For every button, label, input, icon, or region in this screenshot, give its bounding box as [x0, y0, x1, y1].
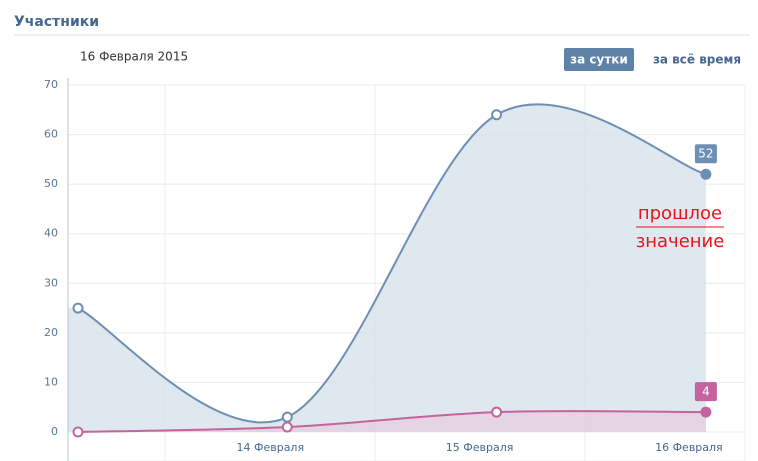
point: [281, 421, 293, 433]
y-tick-label: 10: [44, 375, 58, 388]
y-tick-label: 20: [44, 326, 58, 339]
value-badge: [694, 382, 717, 402]
line: [77, 103, 707, 424]
x-tick-label: 16 Февраля: [655, 441, 723, 454]
value-label: 4: [702, 385, 710, 399]
value-badge: [694, 144, 717, 164]
y-tick-label: 0: [51, 425, 58, 438]
point: [700, 168, 712, 180]
point: [700, 406, 712, 418]
x-tick-label: 15 Февраля: [446, 441, 514, 454]
y-tick-label: 40: [44, 227, 58, 240]
area: [68, 104, 706, 433]
x-tick-label: 14 Февраля: [237, 441, 305, 454]
y-tick-label: 60: [44, 128, 58, 141]
point: [72, 426, 84, 438]
point: [491, 406, 503, 418]
section-title: Участники: [14, 14, 99, 30]
value-label: 52: [698, 147, 713, 161]
line: [77, 410, 706, 433]
point: [72, 302, 84, 314]
y-tick-label: 70: [44, 78, 58, 91]
y-tick-label: 30: [44, 276, 58, 289]
y-tick-label: 50: [44, 177, 58, 190]
day-button[interactable]: [564, 48, 634, 71]
day-button-label[interactable]: за сутки: [570, 53, 628, 67]
annotation: значение: [636, 231, 725, 252]
point: [281, 411, 293, 423]
all-time-button[interactable]: за всё время: [653, 53, 741, 67]
area: [68, 411, 706, 432]
date: 16 Февраля 2015: [80, 50, 188, 64]
point: [491, 109, 503, 121]
annotation: прошлое: [638, 203, 722, 224]
